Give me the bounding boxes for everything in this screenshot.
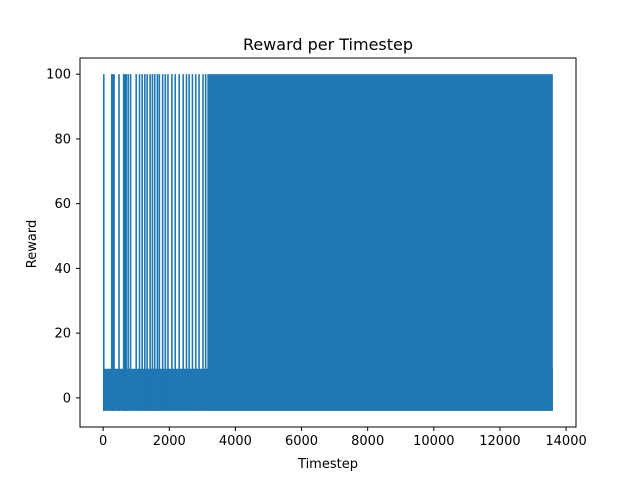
x-tick-label: 14000 — [545, 434, 586, 449]
y-axis-label: Reward — [25, 220, 40, 268]
series-reward-dense-spikes — [207, 74, 553, 411]
x-tick-label: 6000 — [285, 434, 318, 449]
x-tick-label: 12000 — [479, 434, 520, 449]
axes: 0 2000 4000 6000 8000 10000 12000 14000 0 20 40 60 8… — [46, 57, 587, 449]
y-tick-label: 20 — [54, 327, 71, 342]
x-tick-label: 4000 — [219, 434, 252, 449]
y-tick-label: 0 — [63, 391, 71, 406]
x-tick-label: 0 — [99, 434, 107, 449]
y-tick-label: 60 — [54, 197, 71, 212]
chart-title: Reward per Timestep — [243, 35, 413, 54]
plot-area — [103, 74, 553, 411]
x-axis-label: Timestep — [297, 457, 358, 472]
axes-frame — [79, 57, 577, 428]
y-tick-label: 80 — [54, 132, 71, 147]
x-tick-label: 8000 — [351, 434, 384, 449]
y-tick-label: 40 — [54, 262, 71, 277]
x-tick-label: 10000 — [413, 434, 454, 449]
x-tick-label: 2000 — [153, 434, 186, 449]
y-tick-label: 100 — [46, 68, 71, 83]
